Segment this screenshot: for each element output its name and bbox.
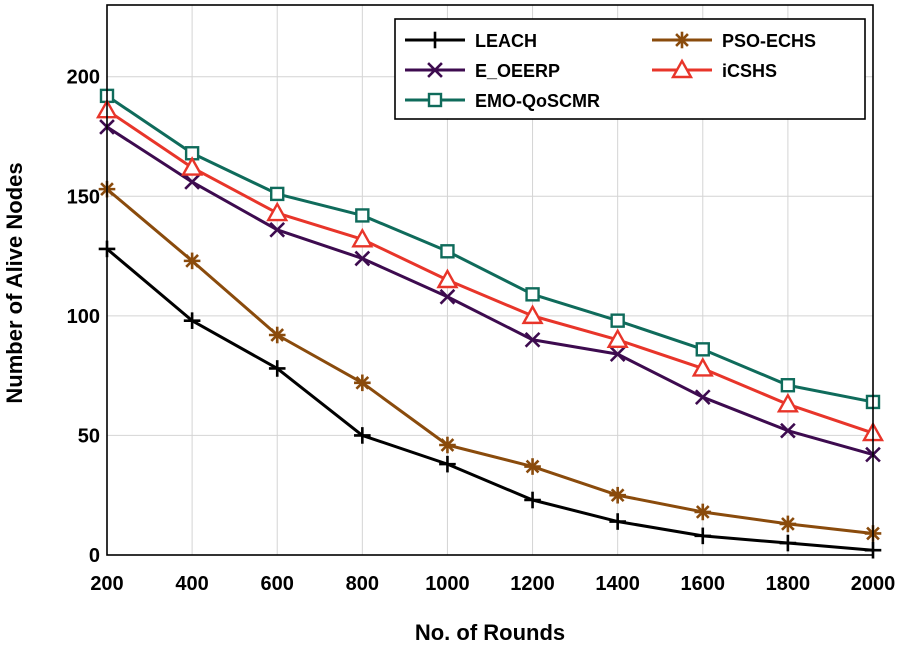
legend-marker-pso-echs	[673, 31, 691, 49]
x-tick-label: 600	[261, 573, 294, 595]
x-tick-label: 1800	[766, 573, 811, 595]
x-tick-label: 200	[90, 573, 123, 595]
data-point-icshs	[776, 392, 799, 413]
series-e-oeerp	[99, 119, 881, 463]
data-point-leach	[439, 455, 456, 473]
data-point-emo-qoscmr	[270, 186, 285, 202]
data-point-pso-echs	[524, 458, 541, 475]
data-point-leach	[524, 491, 541, 509]
legend-item-pso-echs: PSO-ECHS	[652, 31, 816, 51]
data-point-pso-echs	[609, 486, 626, 504]
x-tick-label: 1000	[425, 573, 470, 595]
data-point-icshs	[436, 268, 459, 289]
data-point-e-oeerp	[354, 250, 371, 267]
data-point-icshs	[691, 357, 714, 377]
legend-box	[394, 18, 866, 120]
data-point-leach	[779, 534, 797, 552]
data-point-e-oeerp	[439, 288, 456, 305]
series-line-emo-qoscmr	[106, 94, 874, 404]
data-point-leach	[268, 360, 286, 377]
legend-label-leach: LEACH	[475, 31, 537, 51]
data-point-pso-echs	[439, 436, 456, 454]
series-icshs	[95, 98, 885, 442]
data-point-emo-qoscmr	[525, 287, 540, 302]
data-point-e-oeerp	[780, 422, 796, 439]
data-point-pso-echs	[694, 503, 712, 521]
y-tick-label: 200	[67, 67, 100, 89]
series-emo-qoscmr	[99, 88, 881, 410]
legend-label-e-oeerp: E_OEERP	[475, 61, 560, 81]
series-line-pso-echs	[106, 187, 874, 535]
series-line-icshs	[106, 108, 874, 435]
data-point-leach	[183, 312, 201, 329]
x-tick-label: 1600	[681, 573, 726, 595]
data-point-e-oeerp	[524, 331, 541, 348]
plot-frame	[106, 4, 874, 556]
data-point-icshs	[266, 201, 289, 222]
series-group	[95, 88, 885, 559]
data-point-e-oeerp	[269, 221, 286, 238]
legend-marker-emo-qoscmr	[427, 92, 443, 108]
y-tick-label: 150	[67, 186, 100, 208]
legend-marker-leach	[426, 31, 444, 49]
x-axis-label: No. of Rounds	[415, 620, 565, 645]
data-point-emo-qoscmr	[780, 378, 796, 393]
legend-label-emo-qoscmr: EMO-QoSCMR	[475, 91, 600, 111]
y-tick-label: 50	[78, 425, 100, 447]
legend-item-leach: LEACH	[405, 31, 537, 51]
legend-item-emo-qoscmr: EMO-QoSCMR	[405, 91, 600, 111]
data-point-pso-echs	[354, 374, 371, 392]
y-axis-label: Number of Alive Nodes	[2, 162, 27, 403]
legend-item-icshs: iCSHS	[652, 58, 777, 81]
data-point-emo-qoscmr	[610, 313, 625, 328]
x-tick-label: 1200	[510, 573, 555, 595]
legend: LEACH E_OEERP EMO-QoSCMR PSO-ECHS iCSHS	[394, 18, 866, 120]
y-tick-label: 0	[89, 545, 100, 567]
x-tick-label: 1400	[595, 573, 640, 595]
data-point-leach	[609, 513, 626, 530]
x-tick-label: 800	[346, 573, 379, 595]
data-point-icshs	[351, 227, 374, 248]
series-line-e-oeerp	[106, 125, 874, 457]
legend-marker-e-oeerp	[427, 62, 443, 78]
legend-label-icshs: iCSHS	[722, 61, 777, 81]
data-point-icshs	[521, 304, 544, 325]
data-point-leach	[354, 427, 371, 444]
series-line-leach	[106, 247, 874, 552]
legend-marker-icshs	[670, 58, 694, 79]
data-point-e-oeerp	[609, 346, 626, 362]
data-point-icshs	[606, 328, 629, 348]
tick-labels: 200 400 600 800 1000 1200 1400 1600 1800 2000 0 50 1…	[67, 67, 896, 595]
data-point-pso-echs	[268, 326, 286, 344]
data-point-e-oeerp	[184, 174, 200, 190]
legend-label-pso-echs: PSO-ECHS	[722, 31, 816, 51]
data-point-e-oeerp	[694, 389, 711, 406]
data-point-emo-qoscmr	[695, 342, 710, 357]
data-point-pso-echs	[779, 515, 797, 533]
series-pso-echs	[98, 180, 882, 542]
legend-item-e-oeerp: E_OEERP	[405, 61, 560, 81]
data-point-emo-qoscmr	[440, 244, 455, 259]
x-tick-label: 400	[175, 573, 208, 595]
data-point-emo-qoscmr	[355, 208, 370, 223]
x-tick-label: 2000	[851, 573, 896, 595]
data-point-leach	[694, 527, 712, 545]
data-point-icshs	[181, 156, 204, 176]
data-point-pso-echs	[183, 252, 201, 270]
y-tick-label: 100	[67, 306, 100, 328]
